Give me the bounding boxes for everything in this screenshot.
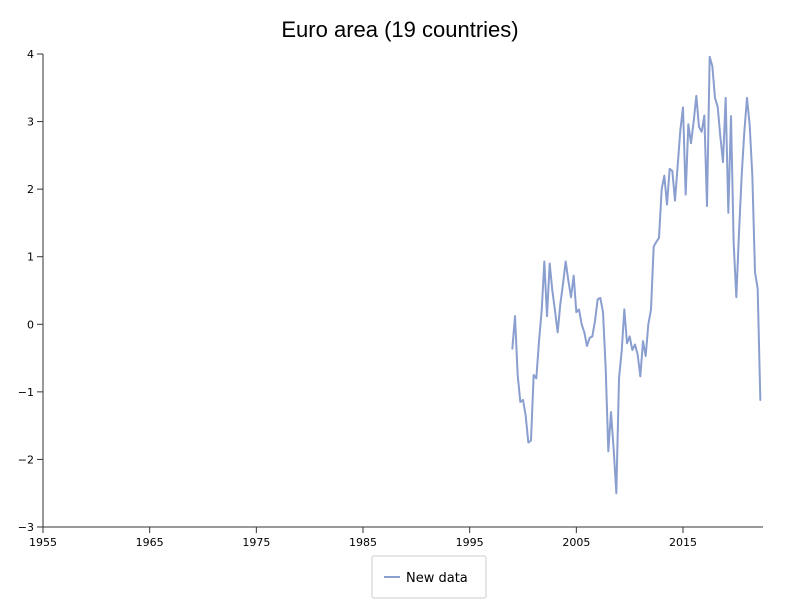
y-tick-label: 3 [27,116,34,129]
x-tick-label: 1965 [136,536,164,549]
x-tick-label: 2005 [562,536,590,549]
y-ticks: −3 −2 −1 0 1 2 3 4 [18,48,43,534]
y-tick-label: −3 [18,521,34,534]
y-tick-label: 4 [27,48,34,61]
y-tick-label: 2 [27,183,34,196]
y-tick-label: 1 [27,251,34,264]
y-tick-label: 0 [27,318,34,331]
y-tick-label: −1 [18,386,34,399]
x-tick-label: 1995 [456,536,484,549]
x-tick-label: 2015 [669,536,697,549]
legend[interactable]: New data [371,555,487,599]
legend-label: New data [406,571,468,586]
x-tick-label: 1955 [29,536,57,549]
series-line-new-data [511,55,762,495]
legend-box [371,555,487,599]
chart-title: Euro area (19 countries) [281,17,518,42]
x-tick-label: 1985 [349,536,377,549]
x-tick-label: 1975 [242,536,270,549]
y-tick-label: −2 [18,453,34,466]
x-ticks: 1955 1965 1975 1985 1995 2005 2015 [29,527,697,549]
